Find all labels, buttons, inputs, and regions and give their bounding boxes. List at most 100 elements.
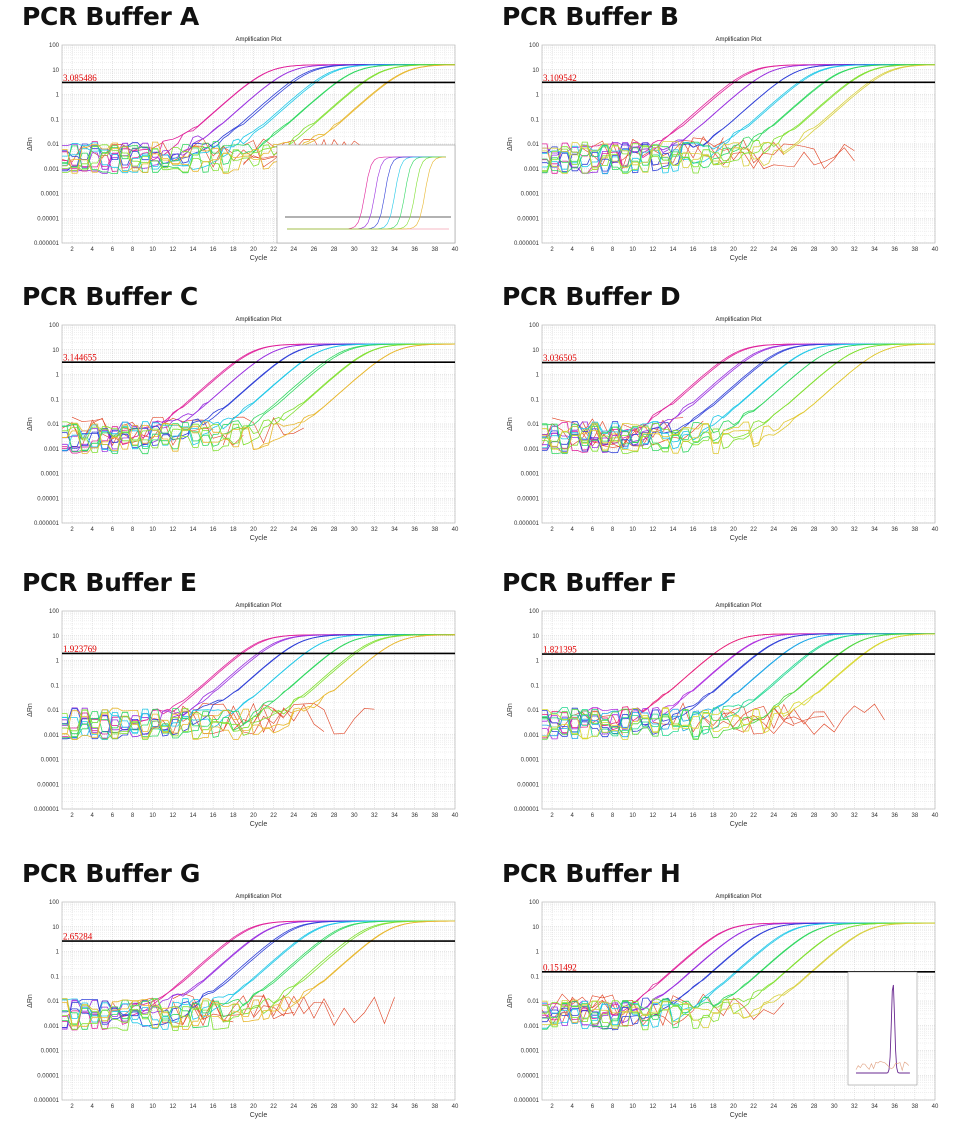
ntc-trace [222,416,304,446]
amplification-curve [542,633,935,740]
y-tick-label: 10 [532,925,539,931]
x-tick-label: 34 [391,1104,398,1110]
ntc-trace [233,703,375,735]
x-tick-label: 2 [550,813,554,819]
amplification-curve [542,64,935,171]
ntc-trace [62,419,143,447]
x-tick-label: 20 [730,1104,737,1110]
x-tick-label: 6 [111,813,115,819]
x-tick-label: 10 [149,1104,156,1110]
y-tick-label: 10 [532,634,539,640]
x-axis-label: Cycle [730,535,748,542]
x-tick-label: 32 [851,1104,858,1110]
x-axis-label: Cycle [250,1112,268,1119]
amplification-curve [62,634,455,740]
x-tick-label: 14 [190,1104,197,1110]
x-tick-label: 26 [791,1104,798,1110]
inset-melt-curve [847,971,918,1086]
amplification-plot: Amplification Plot 100 10 1 0.1 0.01 0.001 0.00… [507,894,939,1119]
y-tick-label: 0.0001 [521,192,540,198]
y-axis-label: ΔRn [507,994,514,1008]
x-tick-label: 20 [250,247,257,253]
x-tick-label: 22 [750,1104,757,1110]
y-tick-label: 0.0001 [521,472,540,478]
y-tick-label: 0.01 [527,422,539,428]
y-tick-label: 1 [56,950,60,956]
x-tick-label: 14 [670,247,677,253]
y-tick-label: 1 [536,373,540,379]
amplification-curve [62,343,455,455]
x-tick-label: 34 [391,527,398,533]
x-tick-label: 36 [411,1104,418,1110]
y-tick-label: 100 [529,609,540,615]
amplification-curve [62,64,455,174]
y-tick-label: 100 [49,43,60,49]
x-tick-label: 8 [611,527,615,533]
y-tick-label: 0.00001 [37,1073,59,1079]
y-tick-label: 0.1 [51,397,60,403]
y-axis-label: ΔRn [507,703,514,717]
x-tick-label: 32 [371,247,378,253]
x-tick-label: 26 [311,247,318,253]
y-tick-label: 1 [536,950,540,956]
x-axis-label: Cycle [250,535,268,542]
y-tick-label: 10 [52,348,59,354]
y-tick-label: 100 [529,900,540,906]
x-tick-label: 34 [871,247,878,253]
x-tick-label: 4 [571,247,575,253]
x-tick-label: 36 [891,247,898,253]
amplification-curve [62,634,455,739]
x-tick-label: 30 [831,813,838,819]
x-tick-label: 26 [311,1104,318,1110]
ntc-trace [703,703,825,730]
x-tick-label: 34 [871,527,878,533]
chart-panel: PCR Buffer A Amplification Plot 100 10 1 0.1 0… [0,0,480,285]
amplification-plot: Amplification Plot 100 10 1 0.1 0.01 0.001 0.00… [507,37,939,262]
x-tick-label: 36 [411,247,418,253]
chart-panel: PCR Buffer H Amplification Plot 100 10 1 0.1 0… [480,857,960,1142]
amplification-curve [542,922,935,1031]
amplification-curve [542,343,935,454]
y-tick-label: 0.000001 [514,521,540,527]
y-tick-label: 100 [49,609,60,615]
y-tick-label: 0.00001 [517,782,539,788]
series-group [542,922,935,1031]
x-tick-label: 26 [311,527,318,533]
x-tick-label: 30 [351,247,358,253]
inset-melt-noise [855,1060,910,1072]
amplification-curve [542,343,935,453]
ntc-trace [551,993,613,1016]
x-tick-label: 32 [851,813,858,819]
y-tick-label: 0.0001 [521,1049,540,1055]
y-tick-label: 0.01 [47,422,59,428]
x-tick-label: 22 [750,527,757,533]
threshold-label: 3.036505 [543,353,577,363]
y-tick-label: 0.000001 [514,241,540,247]
x-tick-label: 2 [550,527,554,533]
chart-title: Amplification Plot [235,603,281,609]
x-tick-label: 40 [932,527,939,533]
chart-title: Amplification Plot [235,37,281,43]
x-tick-label: 4 [571,527,575,533]
x-tick-label: 26 [791,527,798,533]
plot-frame [61,44,456,244]
x-tick-label: 28 [811,247,818,253]
x-tick-label: 38 [912,247,919,253]
x-tick-label: 20 [730,813,737,819]
x-tick-label: 28 [811,1104,818,1110]
x-tick-label: 30 [831,1104,838,1110]
x-axis-label: Cycle [730,1112,748,1119]
x-tick-label: 14 [190,527,197,533]
y-tick-label: 0.001 [44,733,60,739]
x-axis-label: Cycle [250,255,268,262]
x-tick-label: 22 [270,247,277,253]
chart-title: Amplification Plot [715,894,761,900]
y-tick-label: 0.1 [531,397,540,403]
x-tick-label: 12 [170,527,177,533]
x-tick-label: 14 [190,813,197,819]
panel-title: PCR Buffer F [502,568,677,597]
y-tick-label: 0.001 [524,1024,540,1030]
y-tick-label: 10 [52,68,59,74]
x-tick-label: 30 [351,813,358,819]
gridlines [61,902,456,1101]
